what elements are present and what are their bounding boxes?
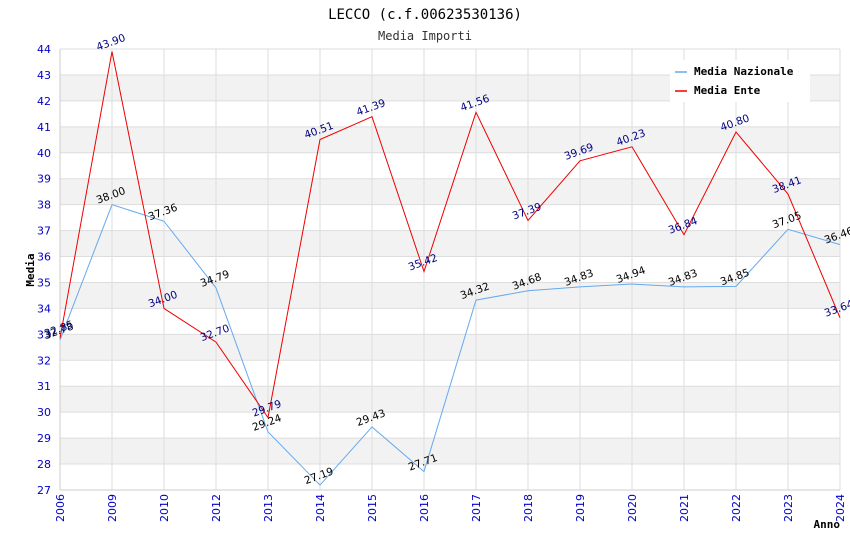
- legend-box: [670, 60, 810, 102]
- plot-band: [60, 126, 840, 153]
- x-tick-label: 2013: [262, 494, 275, 522]
- y-tick-label: 40: [37, 147, 51, 160]
- x-tick-label: 2015: [366, 494, 379, 522]
- x-axis-ticks: 2006 2009 2010 2012 2013 2014 2015 2016 2017 2018…: [54, 494, 847, 522]
- x-tick-label: 2014: [314, 494, 327, 522]
- y-tick-label: 44: [37, 43, 51, 56]
- y-tick-label: 30: [37, 406, 51, 419]
- y-tick-label: 43: [37, 69, 51, 82]
- chart-title: LECCO (c.f.00623530136): [328, 7, 522, 23]
- x-axis-label: Anno: [814, 518, 841, 531]
- legend: Media Nazionale Media Ente: [670, 60, 810, 102]
- x-tick-label: 2018: [522, 494, 535, 522]
- x-tick-label: 2016: [418, 494, 431, 522]
- x-tick-label: 2012: [210, 494, 223, 522]
- plot-bands: [60, 49, 840, 490]
- legend-label-media-ente: Media Ente: [694, 84, 761, 97]
- x-tick-label: 2009: [106, 494, 119, 522]
- x-tick-label: 2021: [678, 494, 691, 522]
- plot-band: [60, 308, 840, 335]
- y-tick-label: 36: [37, 251, 51, 264]
- chart-subtitle: Media Importi: [378, 29, 472, 43]
- series-line-media-nazionale: [59, 204, 841, 486]
- x-tick-label: 2022: [730, 494, 743, 522]
- plot-band: [60, 152, 840, 179]
- x-tick-label: 2024: [834, 494, 847, 522]
- x-tick-label: 2019: [574, 494, 587, 522]
- plot-band: [60, 256, 840, 283]
- x-tick-label: 2023: [782, 494, 795, 522]
- plot-band: [60, 334, 840, 361]
- plot-band: [60, 100, 840, 127]
- plot-band: [60, 438, 840, 465]
- plot-band: [60, 412, 840, 439]
- y-tick-label: 28: [37, 458, 51, 471]
- y-tick-label: 42: [37, 95, 51, 108]
- legend-label-media-nazionale: Media Nazionale: [694, 65, 794, 78]
- plot-band: [60, 464, 840, 490]
- plot-band: [60, 386, 840, 413]
- y-tick-label: 37: [37, 225, 51, 238]
- y-tick-label: 41: [37, 121, 51, 134]
- x-tick-label: 2010: [158, 494, 171, 522]
- x-tick-label: 2017: [470, 494, 483, 522]
- x-tick-label: 2020: [626, 494, 639, 522]
- x-tick-label: 2006: [54, 494, 67, 522]
- y-tick-label: 32: [37, 354, 51, 367]
- y-tick-label: 29: [37, 432, 51, 445]
- y-tick-label: 31: [37, 380, 51, 393]
- y-tick-label: 39: [37, 173, 51, 186]
- plot-band: [60, 230, 840, 257]
- y-tick-label: 34: [37, 302, 51, 315]
- y-tick-label: 35: [37, 276, 51, 289]
- y-axis-label: Media: [24, 253, 37, 286]
- y-tick-label: 33: [37, 328, 51, 341]
- plot-band: [60, 360, 840, 387]
- y-tick-label: 38: [37, 199, 51, 212]
- y-axis-ticks: 27 28 29 30 31 32 33 34 35 36 37 38 39 40 41 42 43 44: [37, 43, 51, 497]
- y-tick-label: 27: [37, 484, 51, 497]
- plot-band: [60, 204, 840, 231]
- series-line-media-ente: [59, 51, 841, 419]
- series-layer: [59, 51, 841, 486]
